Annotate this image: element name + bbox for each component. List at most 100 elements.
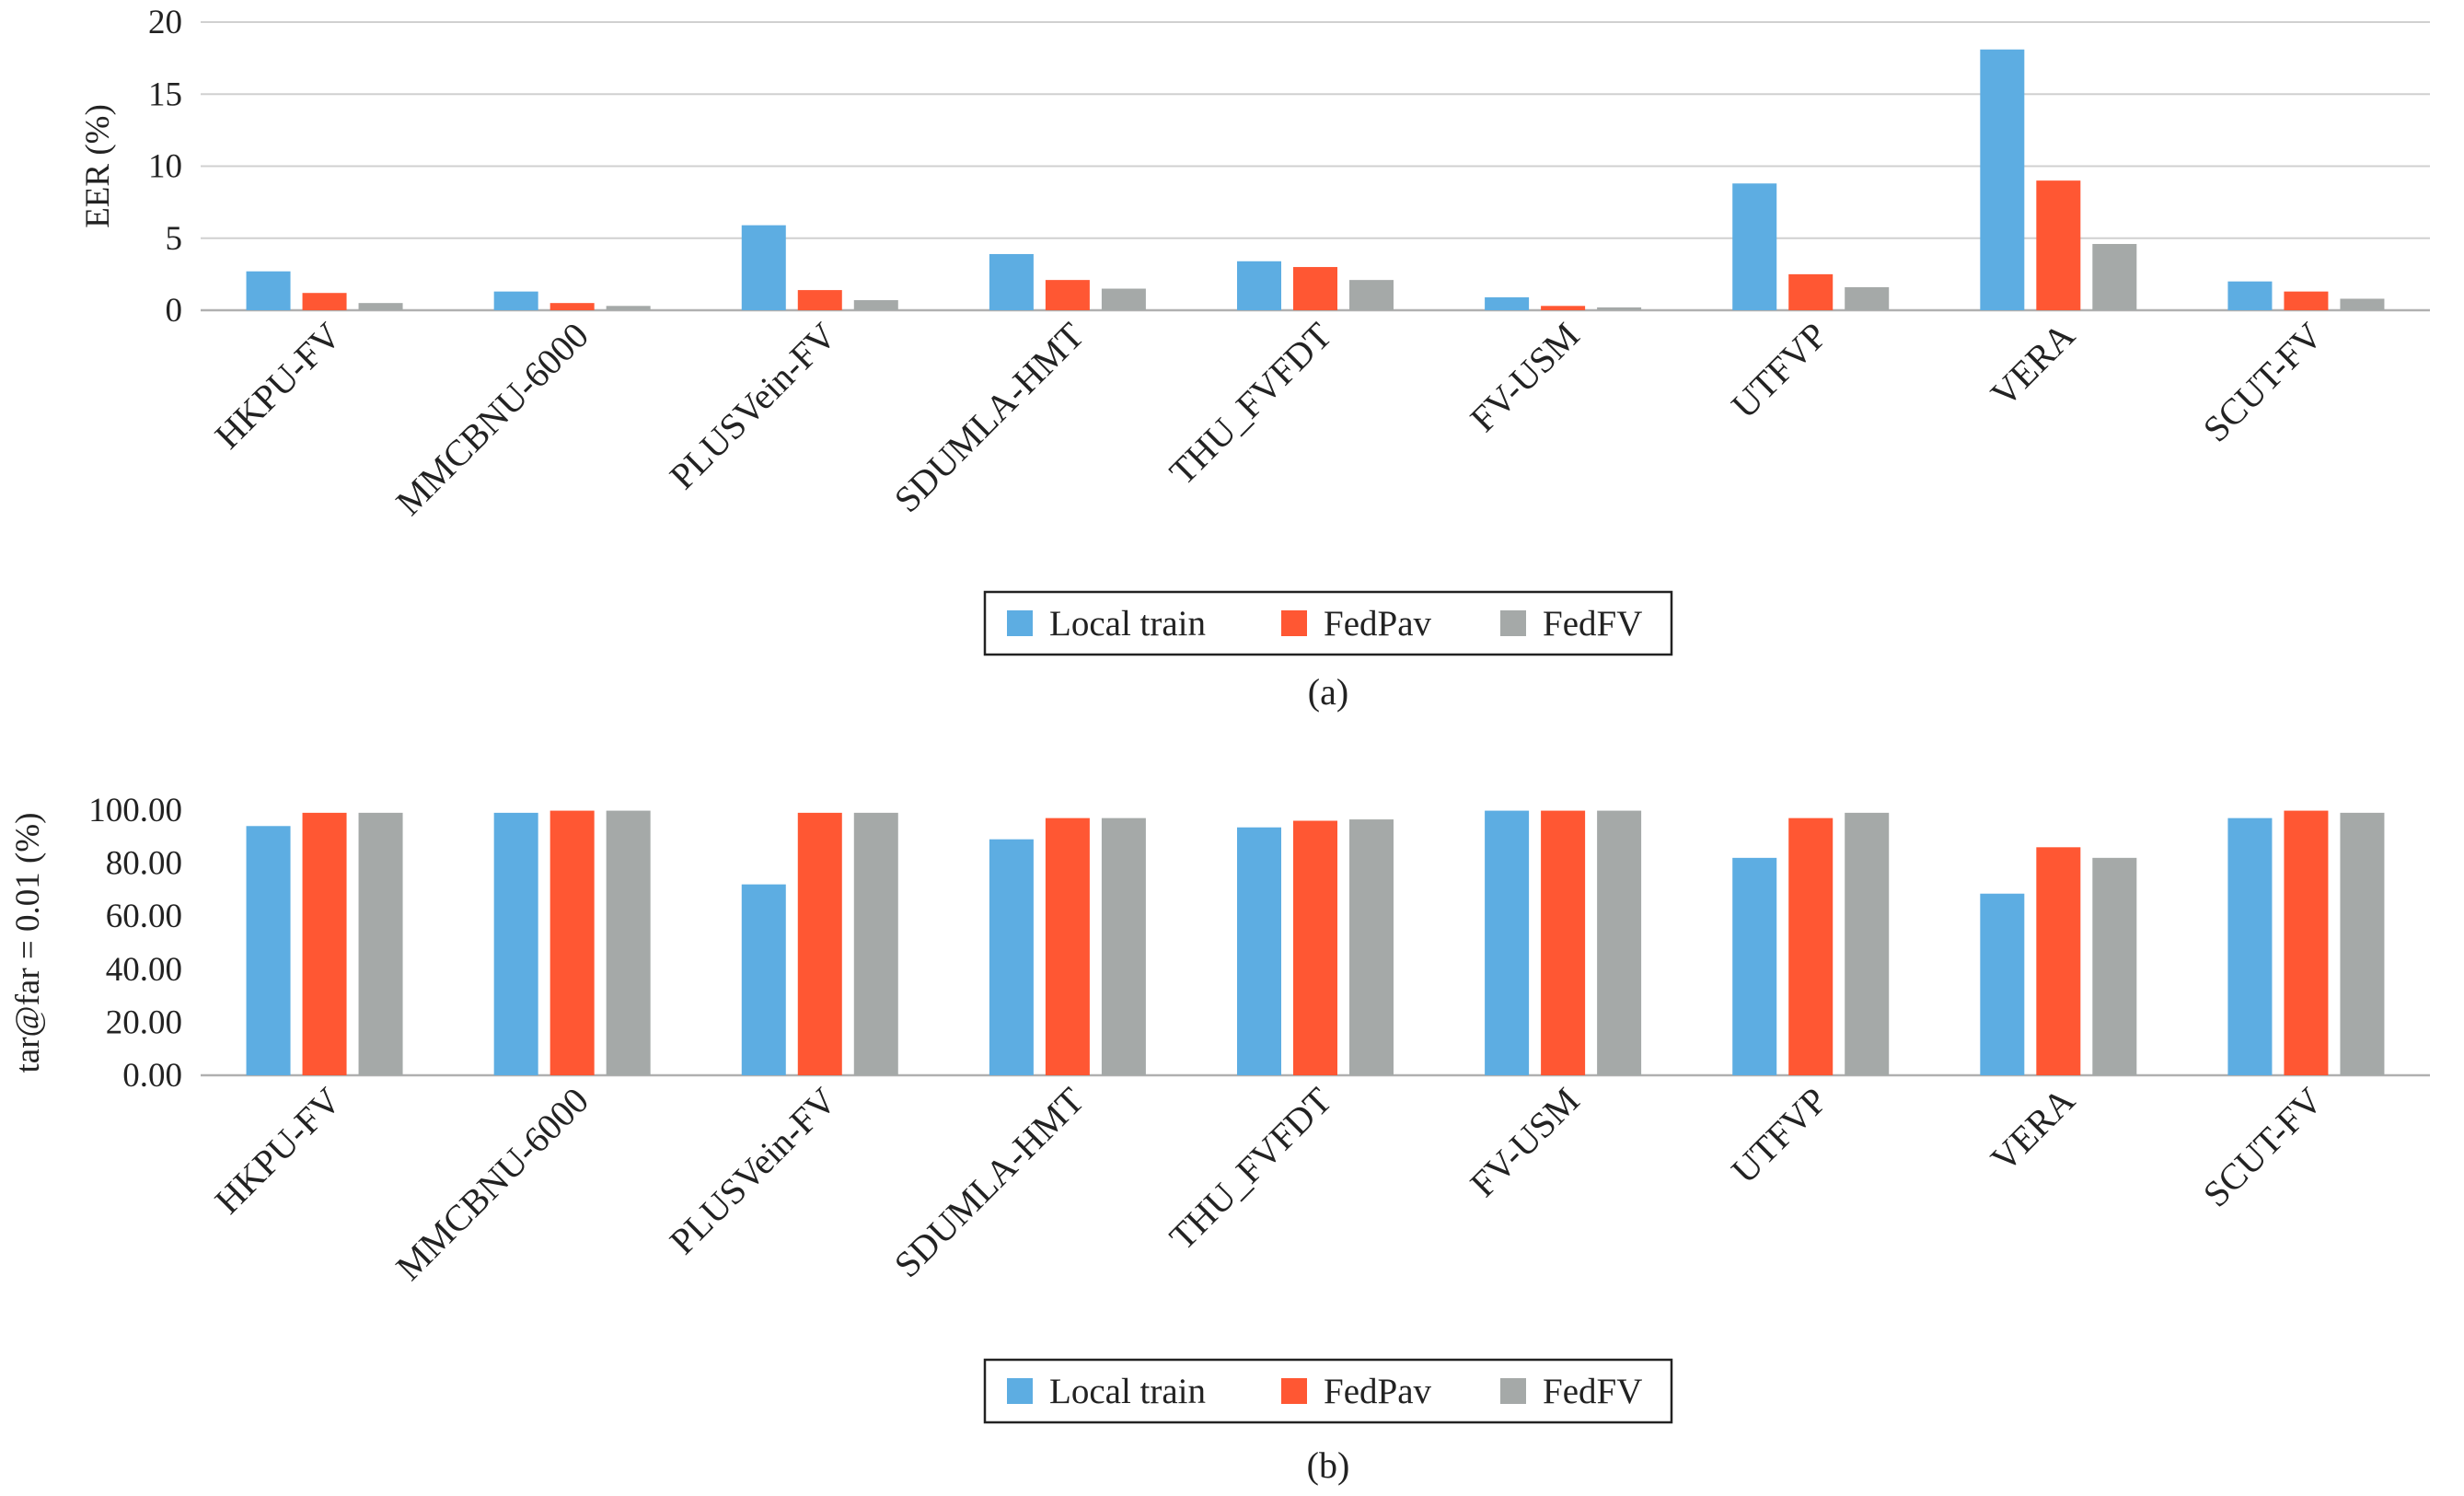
y-tick-label: 80.00	[106, 845, 182, 883]
bar-fedpav	[1045, 818, 1090, 1075]
bar-local-train	[1237, 827, 1281, 1075]
legend-box	[983, 1358, 1673, 1424]
bar-fedfv	[2092, 244, 2137, 310]
category-label: MMCBNU-6000	[388, 315, 596, 524]
bar-local-train	[1980, 49, 2025, 311]
category-label: PLUSVein-FV	[662, 1079, 844, 1261]
bar-fedpav	[549, 810, 595, 1075]
y-axis-label: EER (%)	[79, 104, 117, 228]
bar-local-train	[1485, 810, 1530, 1075]
bar-local-train	[1980, 893, 2025, 1075]
legend-label: FedFV	[1543, 604, 1642, 644]
bar-fedpav	[2284, 810, 2329, 1075]
bar-fedpav	[1788, 818, 1834, 1075]
y-tick-label: 10	[148, 148, 182, 186]
bar-fedfv	[1597, 810, 1642, 1075]
bar-fedpav	[2036, 180, 2081, 310]
bar-local-train	[741, 884, 786, 1075]
legend-label: FedFV	[1543, 1372, 1642, 1411]
bar-fedfv	[853, 812, 898, 1075]
category-label: VERA	[1983, 314, 2083, 414]
bar-fedpav	[2036, 847, 2081, 1075]
legend-swatch	[1281, 610, 1307, 636]
bar-fedfv	[1349, 280, 1394, 310]
legend-swatch	[1500, 1378, 1526, 1404]
bar-fedpav	[797, 812, 842, 1075]
bar-fedfv	[1101, 818, 1146, 1075]
bar-fedfv	[1845, 286, 1890, 310]
category-label: SCUT-FV	[2195, 314, 2331, 449]
bar-fedfv	[853, 300, 898, 310]
bar-fedfv	[1349, 819, 1394, 1075]
y-axis-label: tar@far = 0.01 (%)	[9, 813, 47, 1073]
bar-local-train	[989, 253, 1034, 310]
y-tick-label: 100.00	[88, 792, 182, 829]
bar-fedfv	[358, 812, 403, 1075]
y-tick-label: 60.00	[106, 898, 182, 935]
y-tick-label: 0	[166, 292, 183, 330]
bar-local-train	[989, 839, 1034, 1075]
legend-label: Local train	[1049, 1372, 1206, 1411]
bar-fedfv	[1597, 307, 1642, 310]
category-label: UTFVP	[1723, 1080, 1834, 1191]
bar-local-train	[1732, 857, 1777, 1075]
category-label: PLUSVein-FV	[662, 314, 844, 496]
bar-local-train	[1237, 261, 1281, 310]
y-tick-label: 15	[148, 75, 182, 113]
category-label: HKPU-FV	[207, 1079, 349, 1221]
bar-fedpav	[1293, 267, 1337, 310]
bar-fedpav	[1293, 820, 1337, 1075]
legend-label: FedPav	[1324, 1372, 1432, 1411]
category-label: SDUMLA-HMT	[886, 315, 1093, 521]
bar-fedpav	[1788, 273, 1834, 310]
y-tick-label: 0.00	[122, 1057, 182, 1095]
bar-fedfv	[606, 810, 651, 1075]
bar-fedpav	[797, 290, 842, 310]
bar-fedpav	[2284, 291, 2329, 310]
y-tick-label: 20	[148, 4, 182, 41]
legend-label: FedPav	[1324, 604, 1432, 644]
chart-caption: (a)	[1308, 671, 1348, 713]
category-label: VERA	[1983, 1079, 2083, 1179]
chart-caption: (b)	[1307, 1444, 1350, 1486]
category-label: FV-USM	[1462, 1080, 1587, 1205]
category-label: FV-USM	[1462, 315, 1587, 440]
bar-fedfv	[2340, 812, 2385, 1075]
legend-swatch	[1007, 610, 1033, 636]
bar-fedfv	[358, 303, 403, 310]
bar-local-train	[2227, 818, 2273, 1075]
y-tick-label: 5	[166, 220, 183, 258]
legend: Local train FedPav FedFV	[983, 590, 1673, 656]
bar-fedfv	[2340, 298, 2385, 310]
category-label: SCUT-FV	[2195, 1079, 2331, 1214]
category-label: UTFVP	[1723, 315, 1834, 426]
legend-box	[983, 590, 1673, 656]
bar-local-train	[493, 812, 538, 1075]
bar-fedpav	[1541, 810, 1586, 1075]
bar-fedfv	[2092, 857, 2137, 1075]
bar-local-train	[246, 271, 291, 310]
bar-fedpav	[1541, 306, 1586, 310]
bar-local-train	[246, 826, 291, 1075]
bar-fedpav	[302, 812, 347, 1075]
bar-fedfv	[1845, 812, 1890, 1075]
y-tick-label: 20.00	[106, 1003, 182, 1041]
bar-fedpav	[302, 293, 347, 310]
legend-label: Local train	[1049, 604, 1206, 644]
bar-local-train	[1732, 183, 1777, 310]
legend-swatch	[1281, 1378, 1307, 1404]
legend: Local train FedPav FedFV	[983, 1358, 1673, 1424]
bar-local-train	[493, 291, 538, 310]
bar-fedfv	[1101, 288, 1146, 310]
bar-local-train	[1485, 296, 1530, 310]
y-tick-label: 40.00	[106, 951, 182, 989]
category-label: MMCBNU-6000	[388, 1080, 596, 1289]
bar-fedpav	[549, 303, 595, 310]
bar-local-train	[741, 225, 786, 310]
chart-a-eer: 0 5 10 15 20 EER (%) HKPU-FV MMCBNU-6000 PLUSVei…	[79, 4, 2430, 713]
bar-fedfv	[606, 306, 651, 310]
category-label: HKPU-FV	[207, 314, 349, 456]
category-label: THU_FVFDT	[1162, 1080, 1340, 1258]
category-label: SDUMLA-HMT	[886, 1080, 1093, 1286]
